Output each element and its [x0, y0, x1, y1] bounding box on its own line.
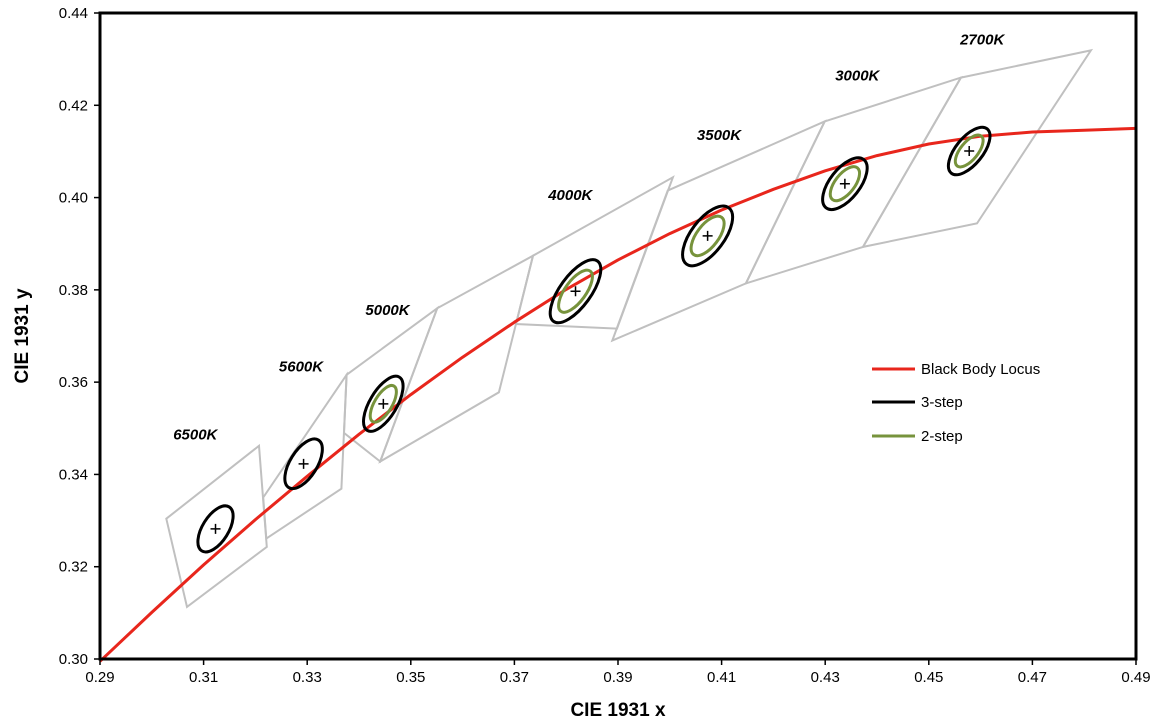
- cct-label-1: 5600K: [279, 359, 324, 376]
- quadrangle-6: [746, 78, 961, 284]
- center-marker-0: [211, 524, 221, 534]
- two-step-ellipses: [365, 131, 988, 427]
- y-tick-label-6: 0.42: [59, 97, 88, 114]
- x-tick-label-8: 0.45: [914, 669, 943, 686]
- legend-label-three-step: 3-step: [921, 394, 963, 411]
- x-tick-label-6: 0.41: [707, 669, 736, 686]
- tolerance-quadrangles: [166, 50, 1091, 607]
- center-marker-5: [840, 179, 850, 189]
- y-tick-label-1: 0.32: [59, 559, 88, 576]
- y-axis-ticks: 0.30 0.32 0.34 0.36 0.38 0.40 0.42 0.44: [59, 5, 100, 668]
- quadrangle-3: [380, 256, 533, 462]
- x-tick-label-7: 0.43: [811, 669, 840, 686]
- cct-label-6: 2700K: [959, 31, 1005, 48]
- quadrangle-1: [263, 375, 346, 539]
- y-tick-label-3: 0.36: [59, 374, 88, 391]
- three-step-ellipses: [191, 120, 998, 557]
- cct-label-2: 5000K: [365, 302, 410, 319]
- x-tick-label-5: 0.39: [603, 669, 632, 686]
- quadrangle-0: [166, 446, 266, 607]
- cct-center-markers: [211, 146, 975, 534]
- x-tick-label-10: 0.49: [1121, 669, 1150, 686]
- quadrangle-5: [612, 121, 824, 340]
- y-tick-label-0: 0.30: [59, 651, 88, 668]
- quadrangle-7: [863, 50, 1091, 247]
- x-axis-title: CIE 1931 x: [570, 700, 665, 721]
- x-axis-ticks: 0.29 0.31 0.33 0.35 0.37 0.39 0.41 0.43 0.45 0.47…: [85, 659, 1150, 686]
- y-tick-label-7: 0.44: [59, 5, 88, 22]
- cct-labels: 6500K 5600K 5000K 4000K 3500K 3000K 2700K: [173, 31, 1005, 443]
- cct-label-4: 3500K: [697, 127, 742, 144]
- x-tick-label-9: 0.47: [1018, 669, 1047, 686]
- x-tick-label-4: 0.37: [500, 669, 529, 686]
- y-tick-label-2: 0.34: [59, 466, 88, 483]
- cct-label-0: 6500K: [173, 426, 218, 443]
- x-tick-label-0: 0.29: [85, 669, 114, 686]
- x-tick-label-3: 0.35: [396, 669, 425, 686]
- center-marker-2: [378, 399, 388, 409]
- legend: Black Body Locus 3-step 2-step: [872, 361, 1040, 445]
- cct-label-3: 4000K: [547, 187, 593, 204]
- center-marker-1: [299, 459, 309, 469]
- cct-label-5: 3000K: [835, 67, 880, 84]
- center-marker-4: [703, 231, 713, 241]
- x-tick-label-2: 0.33: [293, 669, 322, 686]
- legend-label-two-step: 2-step: [921, 428, 963, 445]
- y-axis-title: CIE 1931 y: [12, 288, 33, 383]
- y-tick-label-5: 0.40: [59, 190, 88, 207]
- center-marker-6: [964, 146, 974, 156]
- y-tick-label-4: 0.38: [59, 282, 88, 299]
- plot-area-frame: [100, 13, 1136, 659]
- x-tick-label-1: 0.31: [189, 669, 218, 686]
- legend-label-locus: Black Body Locus: [921, 361, 1040, 378]
